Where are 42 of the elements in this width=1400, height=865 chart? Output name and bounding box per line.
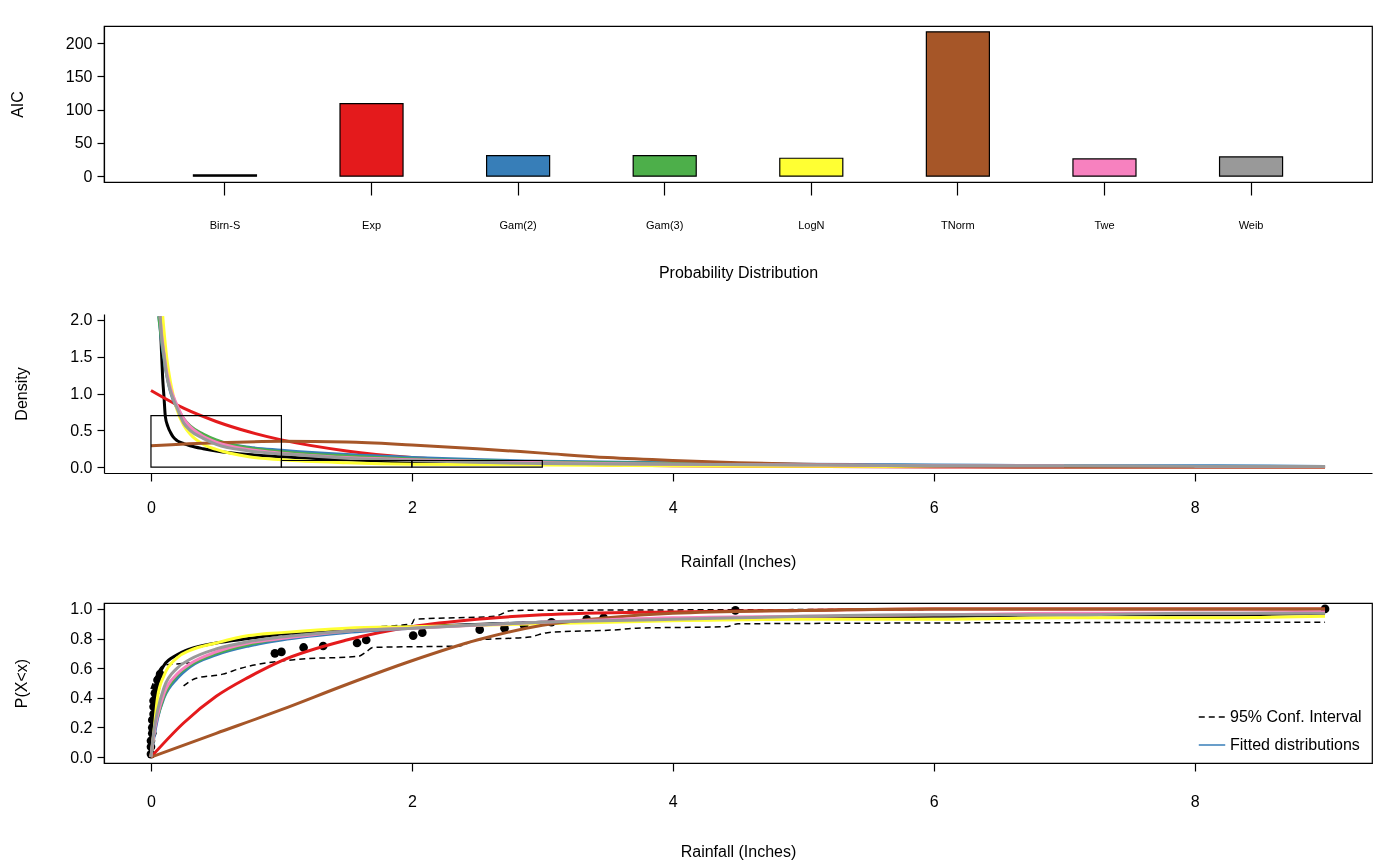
y-tick-label: 0.6 [70,659,93,677]
x-tick-label: LogN [798,218,825,231]
y-tick-label: 0.0 [70,748,93,766]
x-tick-label: 4 [668,792,678,810]
y-tick-label: 150 [65,67,93,85]
y-tick-label: 0.2 [70,718,93,736]
x-tick-label: Twe [1094,218,1115,231]
x-tick-label: Gam(3) [646,218,684,231]
x-tick-label: Weib [1238,218,1264,231]
y-tick-label: 100 [65,101,93,119]
x-tick-label: Gam(2) [499,218,537,231]
x-tick-label: 6 [929,498,939,516]
y-tick-label: 2.0 [70,311,93,329]
y-tick-label: 200 [65,34,93,52]
legend-label: 95% Conf. Interval [1230,708,1362,725]
x-axis-title: Probability Distribution [658,263,819,281]
y-tick-label: 1.5 [70,348,93,366]
y-axis-title: Density [13,367,31,421]
y-tick-label: 0.5 [70,421,93,439]
x-tick-label: TNorm [941,218,975,231]
x-tick-label: 4 [668,498,678,516]
x-tick-label: 8 [1190,498,1200,516]
y-tick-label: 0 [83,167,93,185]
x-tick-label: 2 [407,792,417,810]
x-tick-label: 6 [929,792,939,810]
y-tick-label: 50 [74,134,93,152]
x-tick-label: 8 [1190,792,1200,810]
y-tick-label: 1.0 [70,385,93,402]
y-tick-label: 1.0 [70,600,93,618]
y-tick-label: 0.4 [70,689,93,707]
x-tick-label: 2 [407,498,417,516]
x-tick-label: 0 [147,792,157,810]
x-tick-label: 0 [147,498,157,516]
y-tick-label: 0.0 [70,458,93,476]
y-tick-label: 0.8 [70,630,93,648]
legend-label: Fitted distributions [1230,736,1360,753]
y-axis-title: AIC [8,91,26,118]
y-axis-title: P(X<x) [13,658,31,709]
x-axis-title: Rainfall (Inches) [680,842,797,860]
x-axis-title: Rainfall (Inches) [680,552,797,570]
x-tick-label: Birn-S [209,218,241,231]
x-tick-label: Exp [362,218,382,231]
